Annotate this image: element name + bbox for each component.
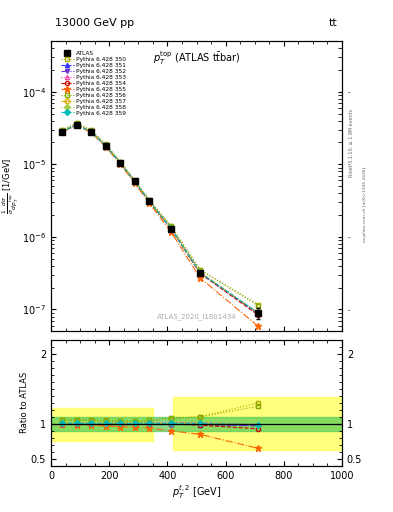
Text: $p_T^{\rm top}$ (ATLAS t$\bar{\rm t}$bar): $p_T^{\rm top}$ (ATLAS t$\bar{\rm t}$bar…: [152, 50, 241, 68]
Bar: [51, 417, 342, 431]
Text: Rivet 3.1.10, ≥ 1.9M events: Rivet 3.1.10, ≥ 1.9M events: [349, 109, 354, 178]
Bar: [173, 397, 342, 451]
Y-axis label: $\frac{1}{\sigma}\frac{d\sigma}{dp_T^{\mathrm{top}}}$ [1/GeV]: $\frac{1}{\sigma}\frac{d\sigma}{dp_T^{\m…: [0, 158, 21, 215]
Text: 13000 GeV pp: 13000 GeV pp: [55, 18, 134, 28]
Text: mcplots.cern.ch [arXiv:1306.3436]: mcplots.cern.ch [arXiv:1306.3436]: [364, 167, 367, 242]
Text: tt: tt: [329, 18, 338, 28]
Y-axis label: Ratio to ATLAS: Ratio to ATLAS: [20, 372, 29, 434]
Text: ATLAS_2020_I1801434: ATLAS_2020_I1801434: [157, 313, 236, 319]
Bar: [51, 409, 153, 441]
X-axis label: $p_T^{t,2}$ [GeV]: $p_T^{t,2}$ [GeV]: [172, 483, 221, 501]
Legend: ATLAS, Pythia 6.428 350, Pythia 6.428 351, Pythia 6.428 352, Pythia 6.428 353, P: ATLAS, Pythia 6.428 350, Pythia 6.428 35…: [60, 50, 127, 117]
